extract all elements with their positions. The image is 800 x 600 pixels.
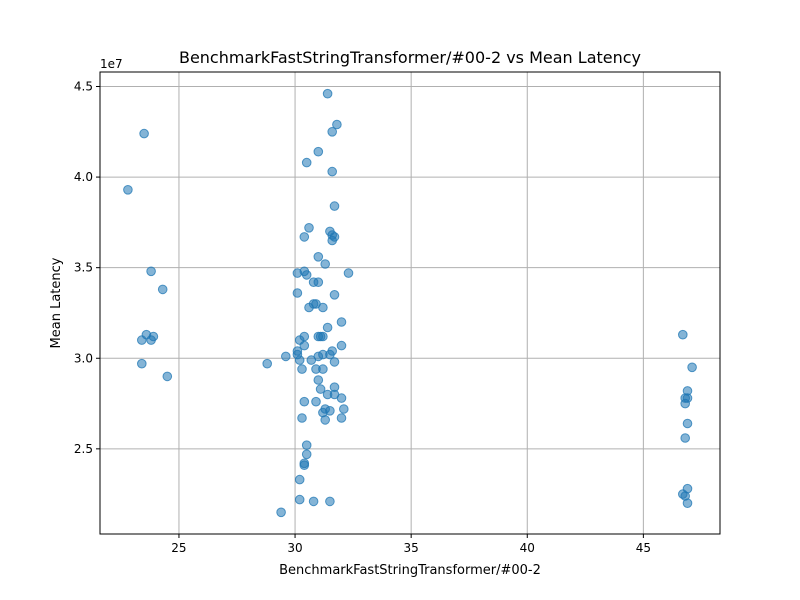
- data-point: [682, 418, 693, 429]
- data-point: [139, 128, 149, 139]
- x-tick-label: 45: [636, 541, 651, 555]
- data-point: [687, 362, 697, 373]
- data-point: [336, 317, 347, 327]
- y-offset-label: 1e7: [100, 57, 123, 71]
- y-tick-label: 3.0: [74, 351, 93, 365]
- data-point: [137, 335, 147, 345]
- data-point: [313, 277, 324, 288]
- data-point: [301, 449, 312, 460]
- data-point: [680, 433, 691, 443]
- data-point: [157, 284, 168, 295]
- data-point: [313, 375, 324, 385]
- data-point: [682, 498, 693, 509]
- data-point: [123, 185, 133, 195]
- data-point: [322, 322, 333, 333]
- plot-frame: [99, 71, 721, 535]
- data-point: [318, 302, 328, 313]
- data-point: [304, 223, 314, 233]
- data-point: [327, 127, 338, 137]
- data-point: [320, 259, 331, 269]
- y-tick-label: 2.5: [74, 442, 93, 456]
- x-tick-label: 25: [171, 541, 186, 555]
- data-point: [281, 351, 291, 362]
- x-tick-label: 35: [404, 541, 419, 555]
- chart-title: BenchmarkFastStringTransformer/#00-2 vs …: [179, 48, 641, 67]
- data-point: [301, 440, 312, 451]
- data-point: [294, 494, 305, 505]
- data-point: [294, 355, 305, 365]
- data-point: [299, 232, 310, 242]
- data-point: [336, 393, 347, 403]
- axis-ticks: 25 30 35 40 45 2.5 3.0 3.5 4.0 4.5: [74, 79, 651, 555]
- data-point: [320, 415, 331, 425]
- data-point: [301, 270, 312, 280]
- data-point: [315, 384, 326, 394]
- data-point: [297, 413, 307, 423]
- data-point: [137, 358, 147, 369]
- data-point: [299, 331, 310, 342]
- data-point: [299, 340, 310, 351]
- data-point: [682, 483, 693, 494]
- data-point: [343, 268, 354, 278]
- x-axis-label: BenchmarkFastStringTransformer/#00-2: [279, 563, 541, 578]
- data-point: [325, 496, 335, 507]
- y-tick-label: 4.0: [74, 170, 93, 184]
- data-point: [332, 119, 342, 130]
- data-point: [682, 386, 693, 396]
- data-point: [322, 88, 333, 99]
- data-point: [162, 371, 173, 382]
- data-point: [146, 335, 156, 345]
- data-point: [308, 496, 319, 507]
- data-point: [329, 357, 340, 367]
- data-point: [146, 266, 156, 277]
- data-point: [327, 346, 338, 356]
- data-point: [301, 157, 312, 168]
- y-tick-label: 4.5: [74, 79, 93, 93]
- data-point: [678, 329, 688, 340]
- data-point: [336, 340, 347, 351]
- data-point: [339, 404, 349, 414]
- data-points: [123, 88, 697, 518]
- y-tick-label: 3.5: [74, 261, 93, 275]
- data-point: [318, 364, 328, 374]
- data-point: [325, 406, 335, 416]
- data-point: [276, 507, 286, 518]
- data-point: [329, 232, 340, 242]
- x-tick-label: 40: [520, 541, 535, 555]
- data-point: [297, 364, 307, 374]
- grid: [100, 72, 720, 534]
- data-point: [329, 201, 340, 211]
- data-point: [262, 358, 273, 369]
- data-point: [313, 146, 324, 157]
- data-point: [336, 413, 347, 423]
- data-point: [292, 288, 303, 298]
- data-point: [294, 474, 305, 485]
- data-point: [311, 396, 321, 407]
- data-point: [299, 458, 310, 469]
- data-point: [318, 331, 328, 342]
- data-point: [327, 166, 338, 177]
- data-point: [313, 251, 324, 262]
- data-point: [329, 290, 340, 300]
- y-axis-label: Mean Latency: [49, 257, 64, 348]
- x-tick-label: 30: [287, 541, 302, 555]
- data-point: [299, 396, 310, 407]
